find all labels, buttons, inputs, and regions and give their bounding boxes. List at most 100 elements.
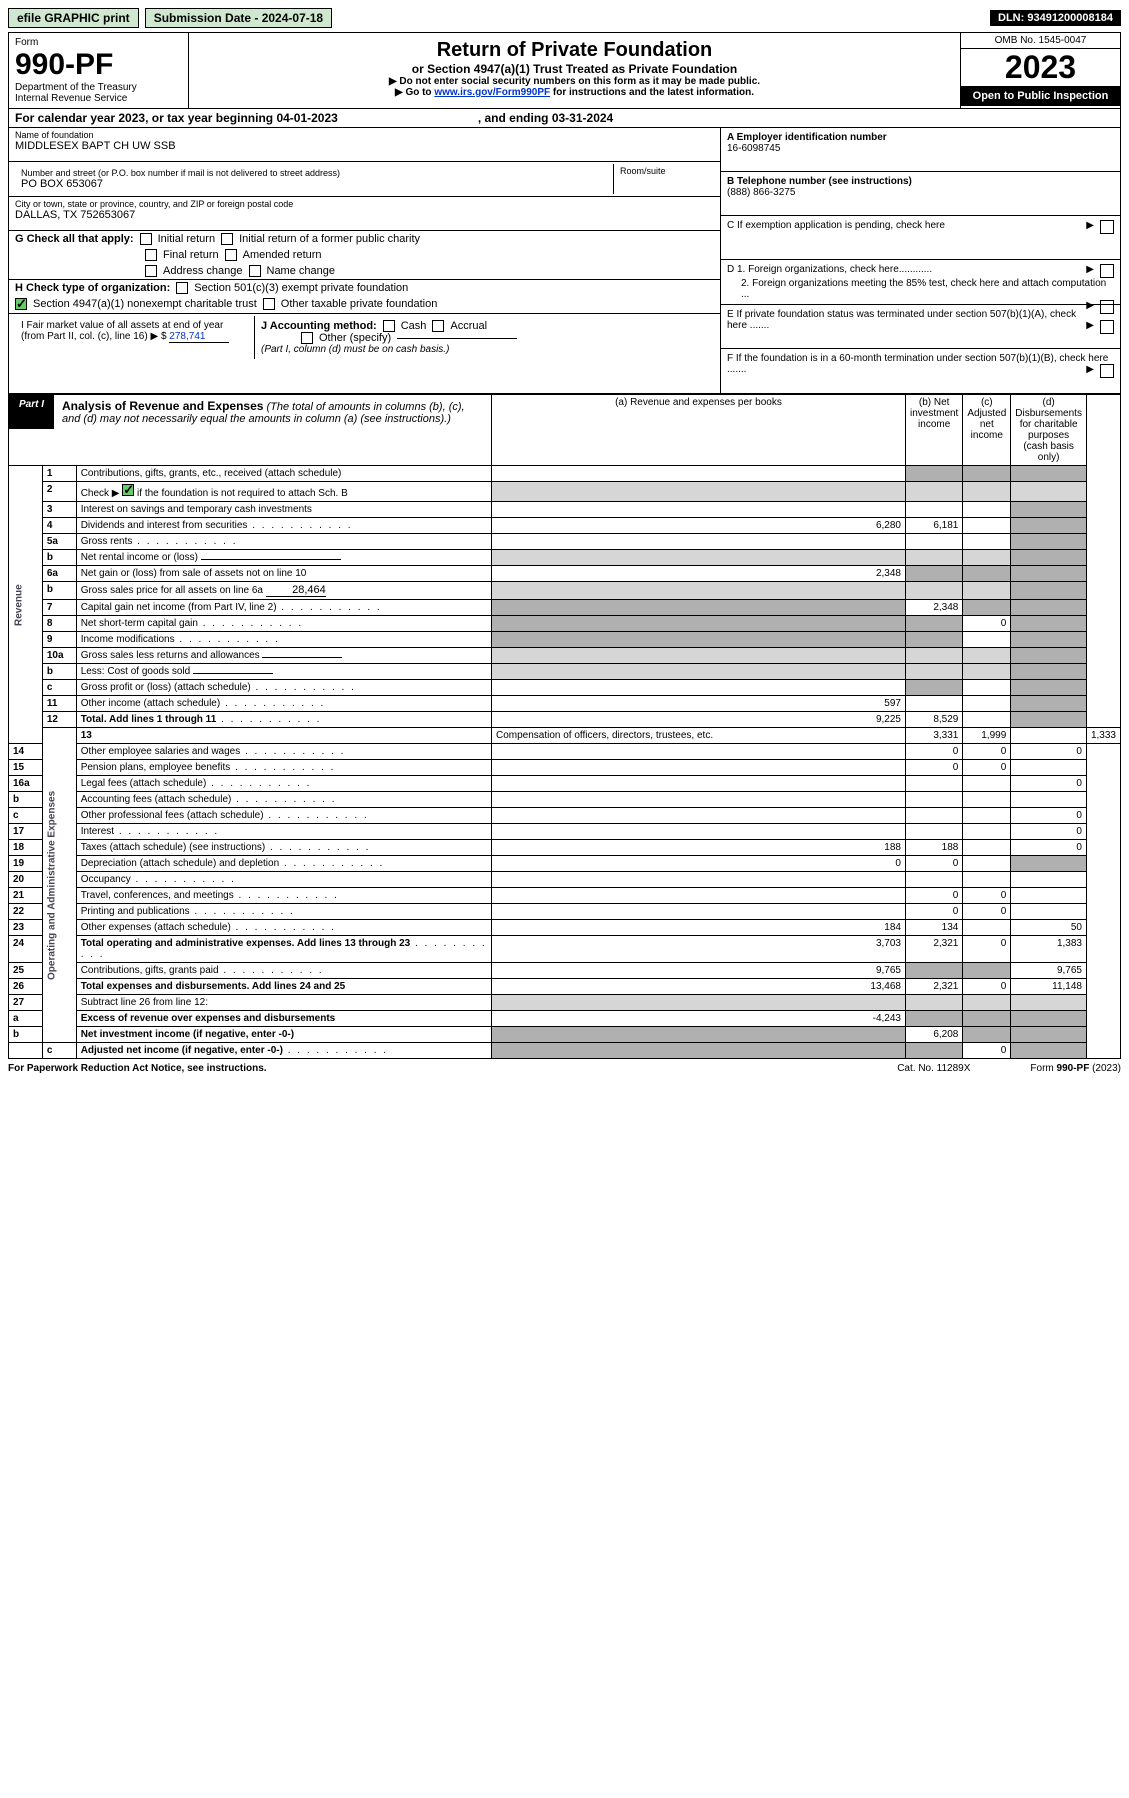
form-title: Return of Private Foundation: [199, 39, 950, 62]
cb-amended-return[interactable]: [225, 249, 237, 261]
expenses-label: Operating and Administrative Expenses: [42, 728, 76, 1043]
topbar: efile GRAPHIC print Submission Date - 20…: [8, 8, 1121, 28]
d1-label: D 1. Foreign organizations, check here..…: [727, 264, 932, 275]
line-19: Depreciation (attach schedule) and deple…: [76, 856, 491, 872]
g-label: G Check all that apply:: [15, 233, 134, 245]
foundation-name: MIDDLESEX BAPT CH UW SSB: [15, 140, 714, 152]
line-7: Capital gain net income (from Part IV, l…: [76, 600, 491, 616]
line-10c: Gross profit or (loss) (attach schedule): [76, 680, 491, 696]
col-a-header: (a) Revenue and expenses per books: [491, 395, 905, 466]
form-header: Form 990-PF Department of the Treasury I…: [8, 32, 1121, 109]
cb-name-change[interactable]: [249, 265, 261, 277]
open-inspection: Open to Public Inspection: [961, 86, 1120, 106]
e-label: E If private foundation status was termi…: [727, 309, 1076, 331]
cb-other-method[interactable]: [301, 332, 313, 344]
line-4: Dividends and interest from securities: [76, 518, 491, 534]
arrow-icon: ▶: [1086, 300, 1094, 311]
line-6a: Net gain or (loss) from sale of assets n…: [76, 566, 491, 582]
dln-badge: DLN: 93491200008184: [990, 10, 1121, 26]
arrow-icon: ▶: [1086, 364, 1094, 375]
line-13: Compensation of officers, directors, tru…: [491, 728, 905, 744]
cb-4947[interactable]: [15, 298, 27, 310]
calendar-year-row: For calendar year 2023, or tax year begi…: [8, 109, 1121, 128]
ein-value: 16-6098745: [727, 143, 780, 154]
line-16a: Legal fees (attach schedule): [76, 776, 491, 792]
arrow-icon: ▶: [1086, 220, 1094, 231]
part1-tag: Part I: [9, 395, 54, 429]
line-11: Other income (attach schedule): [76, 696, 491, 712]
line-20: Occupancy: [76, 872, 491, 888]
cb-cash[interactable]: [383, 320, 395, 332]
revenue-label: Revenue: [9, 466, 43, 744]
omb-number: OMB No. 1545-0047: [961, 33, 1120, 49]
line-1: Contributions, gifts, grants, etc., rece…: [76, 466, 491, 482]
note-ssn: ▶ Do not enter social security numbers o…: [199, 76, 950, 87]
note-link: ▶ Go to www.irs.gov/Form990PF for instru…: [199, 87, 950, 98]
efile-button[interactable]: efile GRAPHIC print: [8, 8, 139, 28]
form-subtitle: or Section 4947(a)(1) Trust Treated as P…: [199, 62, 950, 76]
line-12: Total. Add lines 1 through 11: [76, 712, 491, 728]
line-5b: Net rental income or (loss): [76, 550, 491, 566]
line-5a: Gross rents: [76, 534, 491, 550]
line-10a: Gross sales less returns and allowances: [76, 648, 491, 664]
line-23: Other expenses (attach schedule): [76, 920, 491, 936]
phone-value: (888) 866-3275: [727, 187, 795, 198]
line-21: Travel, conferences, and meetings: [76, 888, 491, 904]
h-label: H Check type of organization:: [15, 282, 170, 294]
cb-85pct[interactable]: [1100, 300, 1114, 314]
footer-left: For Paperwork Reduction Act Notice, see …: [8, 1063, 267, 1074]
line-3: Interest on savings and temporary cash i…: [76, 502, 491, 518]
cb-foreign-org[interactable]: [1100, 264, 1114, 278]
cb-60month[interactable]: [1100, 364, 1114, 378]
footer-cat: Cat. No. 11289X: [897, 1063, 970, 1074]
line-2: Check ▶ if the foundation is not require…: [76, 482, 491, 502]
line-6b: Gross sales price for all assets on line…: [76, 582, 491, 600]
cb-initial-former[interactable]: [221, 233, 233, 245]
info-grid: Name of foundation MIDDLESEX BAPT CH UW …: [8, 128, 1121, 394]
cb-exemption-pending[interactable]: [1100, 220, 1114, 234]
cb-final-return[interactable]: [145, 249, 157, 261]
addr-label: Number and street (or P.O. box number if…: [21, 168, 607, 178]
tax-year: 2023: [961, 49, 1120, 86]
line-27: Subtract line 26 from line 12:: [76, 995, 491, 1011]
cb-accrual[interactable]: [432, 320, 444, 332]
line-15: Pension plans, employee benefits: [76, 760, 491, 776]
c-label: C If exemption application is pending, c…: [727, 220, 945, 231]
cb-initial-return[interactable]: [140, 233, 152, 245]
col-d-header: (d) Disbursements for charitable purpose…: [1011, 395, 1087, 466]
line-14: Other employee salaries and wages: [76, 744, 491, 760]
line-25: Contributions, gifts, grants paid: [76, 963, 491, 979]
line-8: Net short-term capital gain: [76, 616, 491, 632]
foundation-address: PO BOX 653067: [21, 178, 607, 190]
cb-address-change[interactable]: [145, 265, 157, 277]
phone-label: B Telephone number (see instructions): [727, 176, 912, 187]
irs-link[interactable]: www.irs.gov/Form990PF: [434, 87, 550, 98]
d2-label: 2. Foreign organizations meeting the 85%…: [727, 278, 1114, 300]
arrow-icon: ▶: [1086, 320, 1094, 331]
j-note: (Part I, column (d) must be on cash basi…: [261, 344, 708, 355]
room-label: Room/suite: [620, 166, 708, 176]
cb-terminated[interactable]: [1100, 320, 1114, 334]
ein-label: A Employer identification number: [727, 132, 887, 143]
line-27b: Net investment income (if negative, ente…: [76, 1027, 491, 1043]
line-16c: Other professional fees (attach schedule…: [76, 808, 491, 824]
footer-form: Form 990-PF (2023): [1030, 1063, 1121, 1074]
footer: For Paperwork Reduction Act Notice, see …: [8, 1063, 1121, 1074]
name-label: Name of foundation: [15, 130, 714, 140]
line-24: Total operating and administrative expen…: [76, 936, 491, 963]
col-c-header: (c) Adjusted net income: [963, 395, 1011, 466]
line-16b: Accounting fees (attach schedule): [76, 792, 491, 808]
cb-other-taxable[interactable]: [263, 298, 275, 310]
fmv-value: 278,741: [169, 331, 229, 343]
line-18: Taxes (attach schedule) (see instruction…: [76, 840, 491, 856]
cb-501c3[interactable]: [176, 282, 188, 294]
form-label: Form: [15, 37, 182, 48]
line-9: Income modifications: [76, 632, 491, 648]
submission-button[interactable]: Submission Date - 2024-07-18: [145, 8, 332, 28]
line-27c: Adjusted net income (if negative, enter …: [76, 1043, 491, 1059]
f-label: F If the foundation is in a 60-month ter…: [727, 353, 1108, 375]
foundation-city: DALLAS, TX 752653067: [15, 209, 714, 221]
line-17: Interest: [76, 824, 491, 840]
cb-sch-b[interactable]: [122, 484, 134, 496]
line-27a: Excess of revenue over expenses and disb…: [76, 1011, 491, 1027]
